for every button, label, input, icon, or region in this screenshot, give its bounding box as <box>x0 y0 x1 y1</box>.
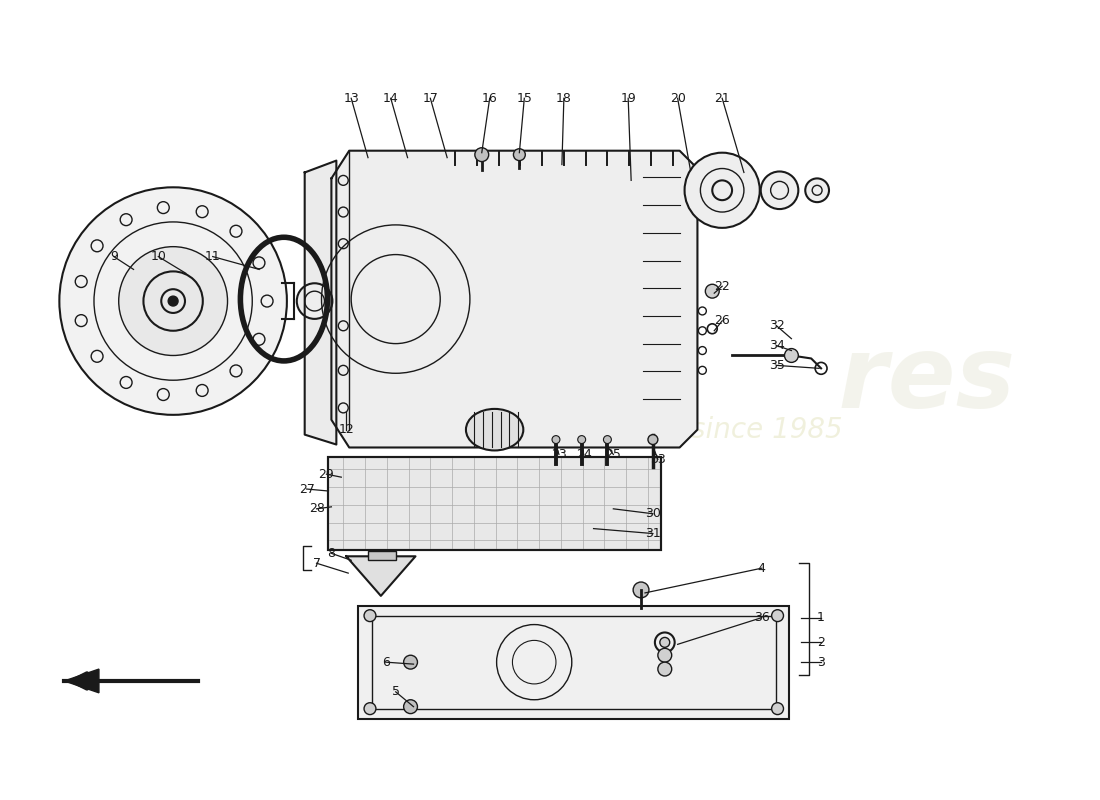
Text: 35: 35 <box>769 359 784 372</box>
Text: 5: 5 <box>392 686 399 698</box>
Circle shape <box>59 187 287 415</box>
Circle shape <box>660 638 670 647</box>
Text: 30: 30 <box>645 507 661 520</box>
Text: 17: 17 <box>422 92 438 105</box>
Text: 20: 20 <box>670 92 685 105</box>
Text: 1: 1 <box>817 611 825 624</box>
Circle shape <box>761 171 799 209</box>
Circle shape <box>404 700 418 714</box>
Circle shape <box>634 582 649 598</box>
Bar <box>329 458 661 550</box>
Ellipse shape <box>466 409 524 450</box>
Circle shape <box>684 153 760 228</box>
Text: 6: 6 <box>382 656 389 669</box>
Circle shape <box>168 296 178 306</box>
Text: 3: 3 <box>817 656 825 669</box>
Circle shape <box>297 283 332 319</box>
Text: 21: 21 <box>714 92 730 105</box>
Bar <box>329 458 661 550</box>
Text: 24: 24 <box>575 448 592 461</box>
Circle shape <box>771 702 783 714</box>
Circle shape <box>784 349 799 362</box>
Text: 9: 9 <box>110 250 118 263</box>
Circle shape <box>119 246 228 355</box>
Text: eurob    res: eurob res <box>370 332 1015 429</box>
Polygon shape <box>346 556 416 596</box>
Text: 2: 2 <box>817 636 825 649</box>
Circle shape <box>658 662 672 676</box>
Text: 32: 32 <box>769 319 784 332</box>
Circle shape <box>552 436 560 443</box>
Text: 22: 22 <box>714 280 730 293</box>
Text: 36: 36 <box>754 611 770 624</box>
Bar <box>368 551 396 560</box>
Polygon shape <box>331 150 697 447</box>
Polygon shape <box>305 161 337 445</box>
Circle shape <box>771 610 783 622</box>
Circle shape <box>805 178 829 202</box>
Circle shape <box>705 284 719 298</box>
Text: 31: 31 <box>645 527 661 540</box>
Circle shape <box>364 610 376 622</box>
Text: 23: 23 <box>551 448 566 461</box>
Text: 19: 19 <box>620 92 636 105</box>
Bar <box>372 616 776 709</box>
Text: 12: 12 <box>339 423 354 436</box>
Text: 4: 4 <box>758 562 766 574</box>
Circle shape <box>364 702 376 714</box>
Text: 29: 29 <box>319 468 334 481</box>
Text: 28: 28 <box>309 502 324 515</box>
Text: 25: 25 <box>605 448 621 461</box>
Text: 11: 11 <box>205 250 221 263</box>
Text: 26: 26 <box>714 314 730 327</box>
Polygon shape <box>64 669 99 693</box>
Circle shape <box>514 149 526 161</box>
Text: 15: 15 <box>516 92 532 105</box>
Circle shape <box>648 434 658 445</box>
Text: a passion for parts since 1985: a passion for parts since 1985 <box>424 416 843 444</box>
Circle shape <box>578 436 585 443</box>
Text: 7: 7 <box>312 557 320 570</box>
Circle shape <box>404 655 418 669</box>
Text: 10: 10 <box>151 250 166 263</box>
Bar <box>359 606 790 718</box>
Text: 8: 8 <box>328 547 336 560</box>
Text: 27: 27 <box>299 482 315 495</box>
Text: 13: 13 <box>343 92 359 105</box>
Text: 14: 14 <box>383 92 398 105</box>
Text: 34: 34 <box>769 339 784 352</box>
Text: 33: 33 <box>650 453 666 466</box>
Circle shape <box>475 148 488 162</box>
Circle shape <box>604 436 612 443</box>
Text: 16: 16 <box>482 92 497 105</box>
Circle shape <box>658 648 672 662</box>
Text: 18: 18 <box>556 92 572 105</box>
